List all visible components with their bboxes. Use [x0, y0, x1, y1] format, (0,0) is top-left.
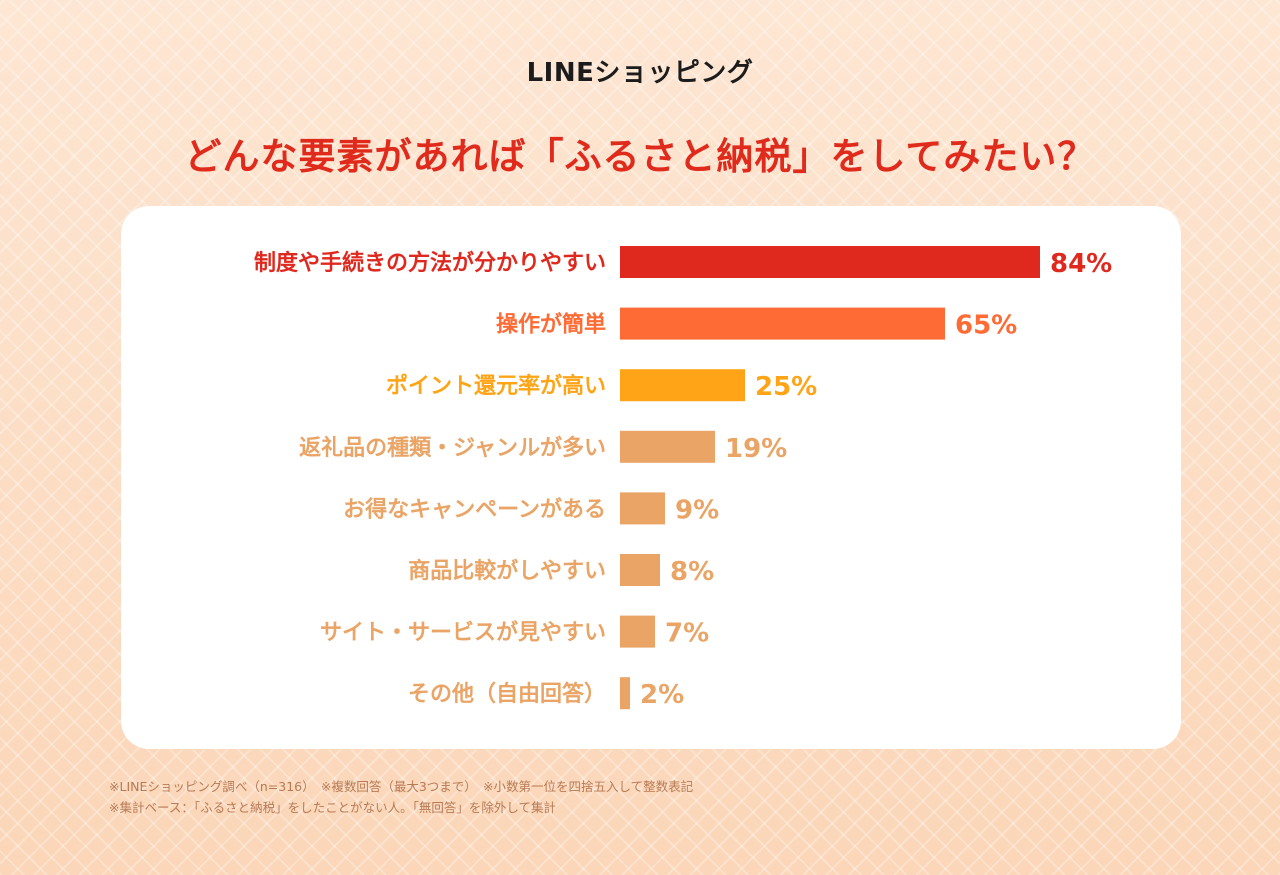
chart-card: 制度や手続きの方法が分かりやすい 84% 操作が簡単 65% ポイント還元率が高い 25%… [121, 206, 1181, 749]
value-label: 25% [755, 372, 817, 402]
footnotes: ※LINEショッピング調べ（n=316） ※複数回答（最大3つまで） ※小数第一… [109, 776, 693, 818]
category-label: 操作が簡単 [496, 312, 606, 338]
value-label: 84% [1050, 249, 1112, 279]
value-label: 19% [725, 434, 787, 464]
bar [620, 492, 665, 525]
bar [620, 307, 945, 340]
category-label: お得なキャンペーンがある [343, 496, 606, 522]
bar-chart: 制度や手続きの方法が分かりやすい 84% 操作が簡単 65% ポイント還元率が高い 25%… [254, 246, 1112, 710]
value-label: 65% [955, 311, 1017, 341]
brand-logo: LINEショッピング [526, 58, 754, 88]
footnote-1: ※LINEショッピング調べ（n=316） ※複数回答（最大3つまで） ※小数第一… [109, 779, 694, 794]
bar [620, 246, 1040, 278]
bar [620, 369, 745, 402]
category-label: ポイント還元率が高い [386, 373, 606, 399]
category-label: 制度や手続きの方法が分かりやすい [254, 250, 606, 276]
category-label: サイト・サービスが見やすい [320, 620, 606, 646]
bar [620, 554, 660, 586]
chart-title: どんな要素があれば「ふるさと納税」をしてみたい？ [184, 135, 1096, 178]
footnote-2: ※集計ベース：「ふるさと納税」をしたことがない人。「無回答」を除外して集計 [109, 800, 556, 815]
value-label: 2% [640, 680, 684, 710]
category-label: 返礼品の種類・ジャンルが多い [299, 435, 606, 461]
category-label: その他（自由回答） [408, 681, 606, 707]
value-label: 8% [670, 557, 714, 587]
bar [620, 430, 715, 463]
bar [620, 615, 655, 648]
value-label: 7% [665, 619, 709, 649]
category-label: 商品比較がしやすい [408, 558, 606, 584]
value-label: 9% [675, 495, 719, 525]
bar [620, 677, 630, 710]
